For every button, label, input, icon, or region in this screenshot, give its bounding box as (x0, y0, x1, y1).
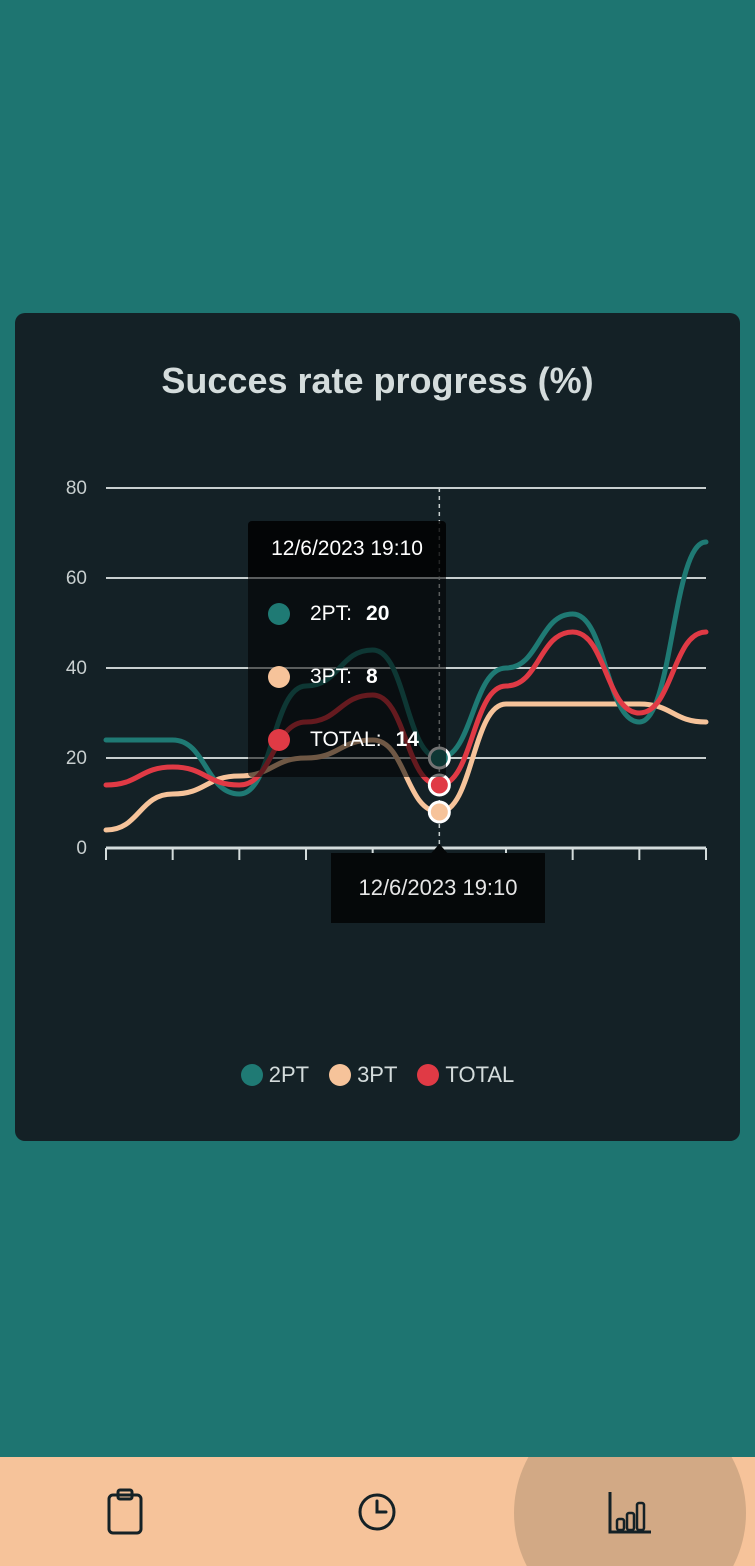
legend-label-2pt: 2PT (268, 1062, 310, 1087)
y-tick-label: 20 (66, 748, 87, 769)
line-chart: 0 20 40 60 80 (66, 478, 709, 860)
tooltip-value: 8 (366, 665, 378, 688)
legend-dot-total (417, 1064, 440, 1086)
bottom-nav (0, 1457, 755, 1566)
legend-item-total[interactable]: TOTAL (417, 1062, 514, 1088)
tooltip-dot-3pt (268, 666, 290, 688)
nav-item-clipboard[interactable] (65, 1457, 185, 1566)
legend-label-total: TOTAL (445, 1062, 515, 1087)
nav-item-history[interactable] (317, 1457, 437, 1566)
legend-item-2pt[interactable]: 2PT (240, 1062, 310, 1088)
clock-icon (358, 1493, 396, 1530)
tooltip-label: TOTAL: (310, 728, 382, 751)
tooltip-row-3pt: 3PT: 8 (268, 665, 378, 689)
y-tick-label: 60 (66, 568, 87, 589)
tooltip-label: 3PT: (310, 665, 353, 688)
legend-label-3pt: 3PT (357, 1062, 398, 1087)
legend-item-3pt[interactable]: 3PT (329, 1062, 397, 1088)
clipboard-icon (107, 1488, 143, 1534)
data-tooltip: 12/6/2023 19:10 2PT: 20 3PT: 8 TOTAL: 14 (248, 521, 446, 777)
axis-tooltip-caret (431, 844, 448, 853)
chart-title: Succes rate progress (%) (161, 360, 594, 401)
tooltip-title: 12/6/2023 19:10 (248, 521, 446, 577)
axis-tooltip: 12/6/2023 19:10 (331, 853, 545, 923)
tooltip-value: 20 (366, 602, 390, 625)
bar-chart-icon (608, 1491, 651, 1533)
hover-point-total (427, 773, 451, 797)
tooltip-dot-2pt (268, 603, 290, 625)
y-tick-label: 40 (66, 658, 87, 679)
tooltip-row-2pt: 2PT: 20 (268, 602, 389, 626)
y-tick-label: 80 (66, 478, 87, 499)
legend-dot-2pt (240, 1064, 263, 1086)
y-tick-label: 0 (76, 838, 87, 859)
nav-item-stats[interactable] (570, 1457, 690, 1566)
chart-legend: 2PT 3PT TOTAL (0, 1062, 755, 1088)
tooltip-label: 2PT: (310, 602, 353, 625)
hover-point-3pt (427, 800, 451, 824)
tooltip-value: 14 (395, 728, 419, 751)
series-line-3pt (103, 701, 709, 833)
tooltip-dot-total (268, 729, 290, 751)
legend-dot-3pt (329, 1064, 352, 1086)
tooltip-row-total: TOTAL: 14 (268, 728, 419, 752)
